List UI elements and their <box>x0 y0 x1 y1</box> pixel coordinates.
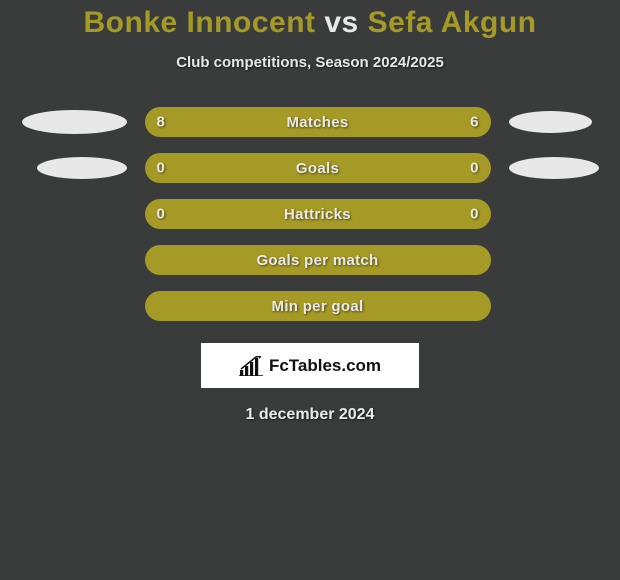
right-ellipse <box>509 111 592 133</box>
left-spacer <box>22 260 127 261</box>
stat-bar: 8 Matches 6 <box>145 107 491 137</box>
right-value: 0 <box>470 160 478 177</box>
stat-label: Hattricks <box>284 206 351 223</box>
stat-rows: 8 Matches 6 0 Goals 0 0 Hattricks 0 Goals per mat… <box>0 107 620 321</box>
right-ellipse <box>509 157 599 179</box>
logo-box: FcTables.com <box>201 343 419 388</box>
date-label: 1 december 2024 <box>0 406 620 424</box>
right-spacer <box>509 306 599 307</box>
comparison-card: Bonke Innocent vs Sefa Akgun Club compet… <box>0 0 620 424</box>
stat-bar: 0 Goals 0 <box>145 153 491 183</box>
bar-chart-icon <box>239 356 263 376</box>
logo-text: FcTables.com <box>269 356 381 376</box>
stat-label: Goals per match <box>256 252 378 269</box>
stat-row: Goals per match <box>10 245 610 275</box>
stat-bar: Goals per match <box>145 245 491 275</box>
right-value: 0 <box>470 206 478 223</box>
stat-row: Min per goal <box>10 291 610 321</box>
page-title: Bonke Innocent vs Sefa Akgun <box>0 6 620 40</box>
left-spacer <box>22 214 127 215</box>
stat-label: Matches <box>286 114 348 131</box>
left-spacer <box>22 306 127 307</box>
right-value: 6 <box>470 114 478 131</box>
left-value: 0 <box>157 206 165 223</box>
stat-bar: Min per goal <box>145 291 491 321</box>
stat-row: 8 Matches 6 <box>10 107 610 137</box>
left-value: 0 <box>157 160 165 177</box>
left-value: 8 <box>157 114 165 131</box>
right-spacer <box>509 214 599 215</box>
stat-label: Min per goal <box>272 298 364 315</box>
right-spacer <box>509 260 599 261</box>
left-ellipse <box>37 157 127 179</box>
stat-row: 0 Goals 0 <box>10 153 610 183</box>
title-vs: vs <box>324 6 358 39</box>
logo: FcTables.com <box>239 356 381 376</box>
subtitle: Club competitions, Season 2024/2025 <box>0 54 620 71</box>
stat-label: Goals <box>296 160 339 177</box>
stat-row: 0 Hattricks 0 <box>10 199 610 229</box>
left-ellipse <box>22 110 127 134</box>
title-player1: Bonke Innocent <box>84 6 316 39</box>
stat-bar: 0 Hattricks 0 <box>145 199 491 229</box>
title-player2: Sefa Akgun <box>368 6 537 39</box>
